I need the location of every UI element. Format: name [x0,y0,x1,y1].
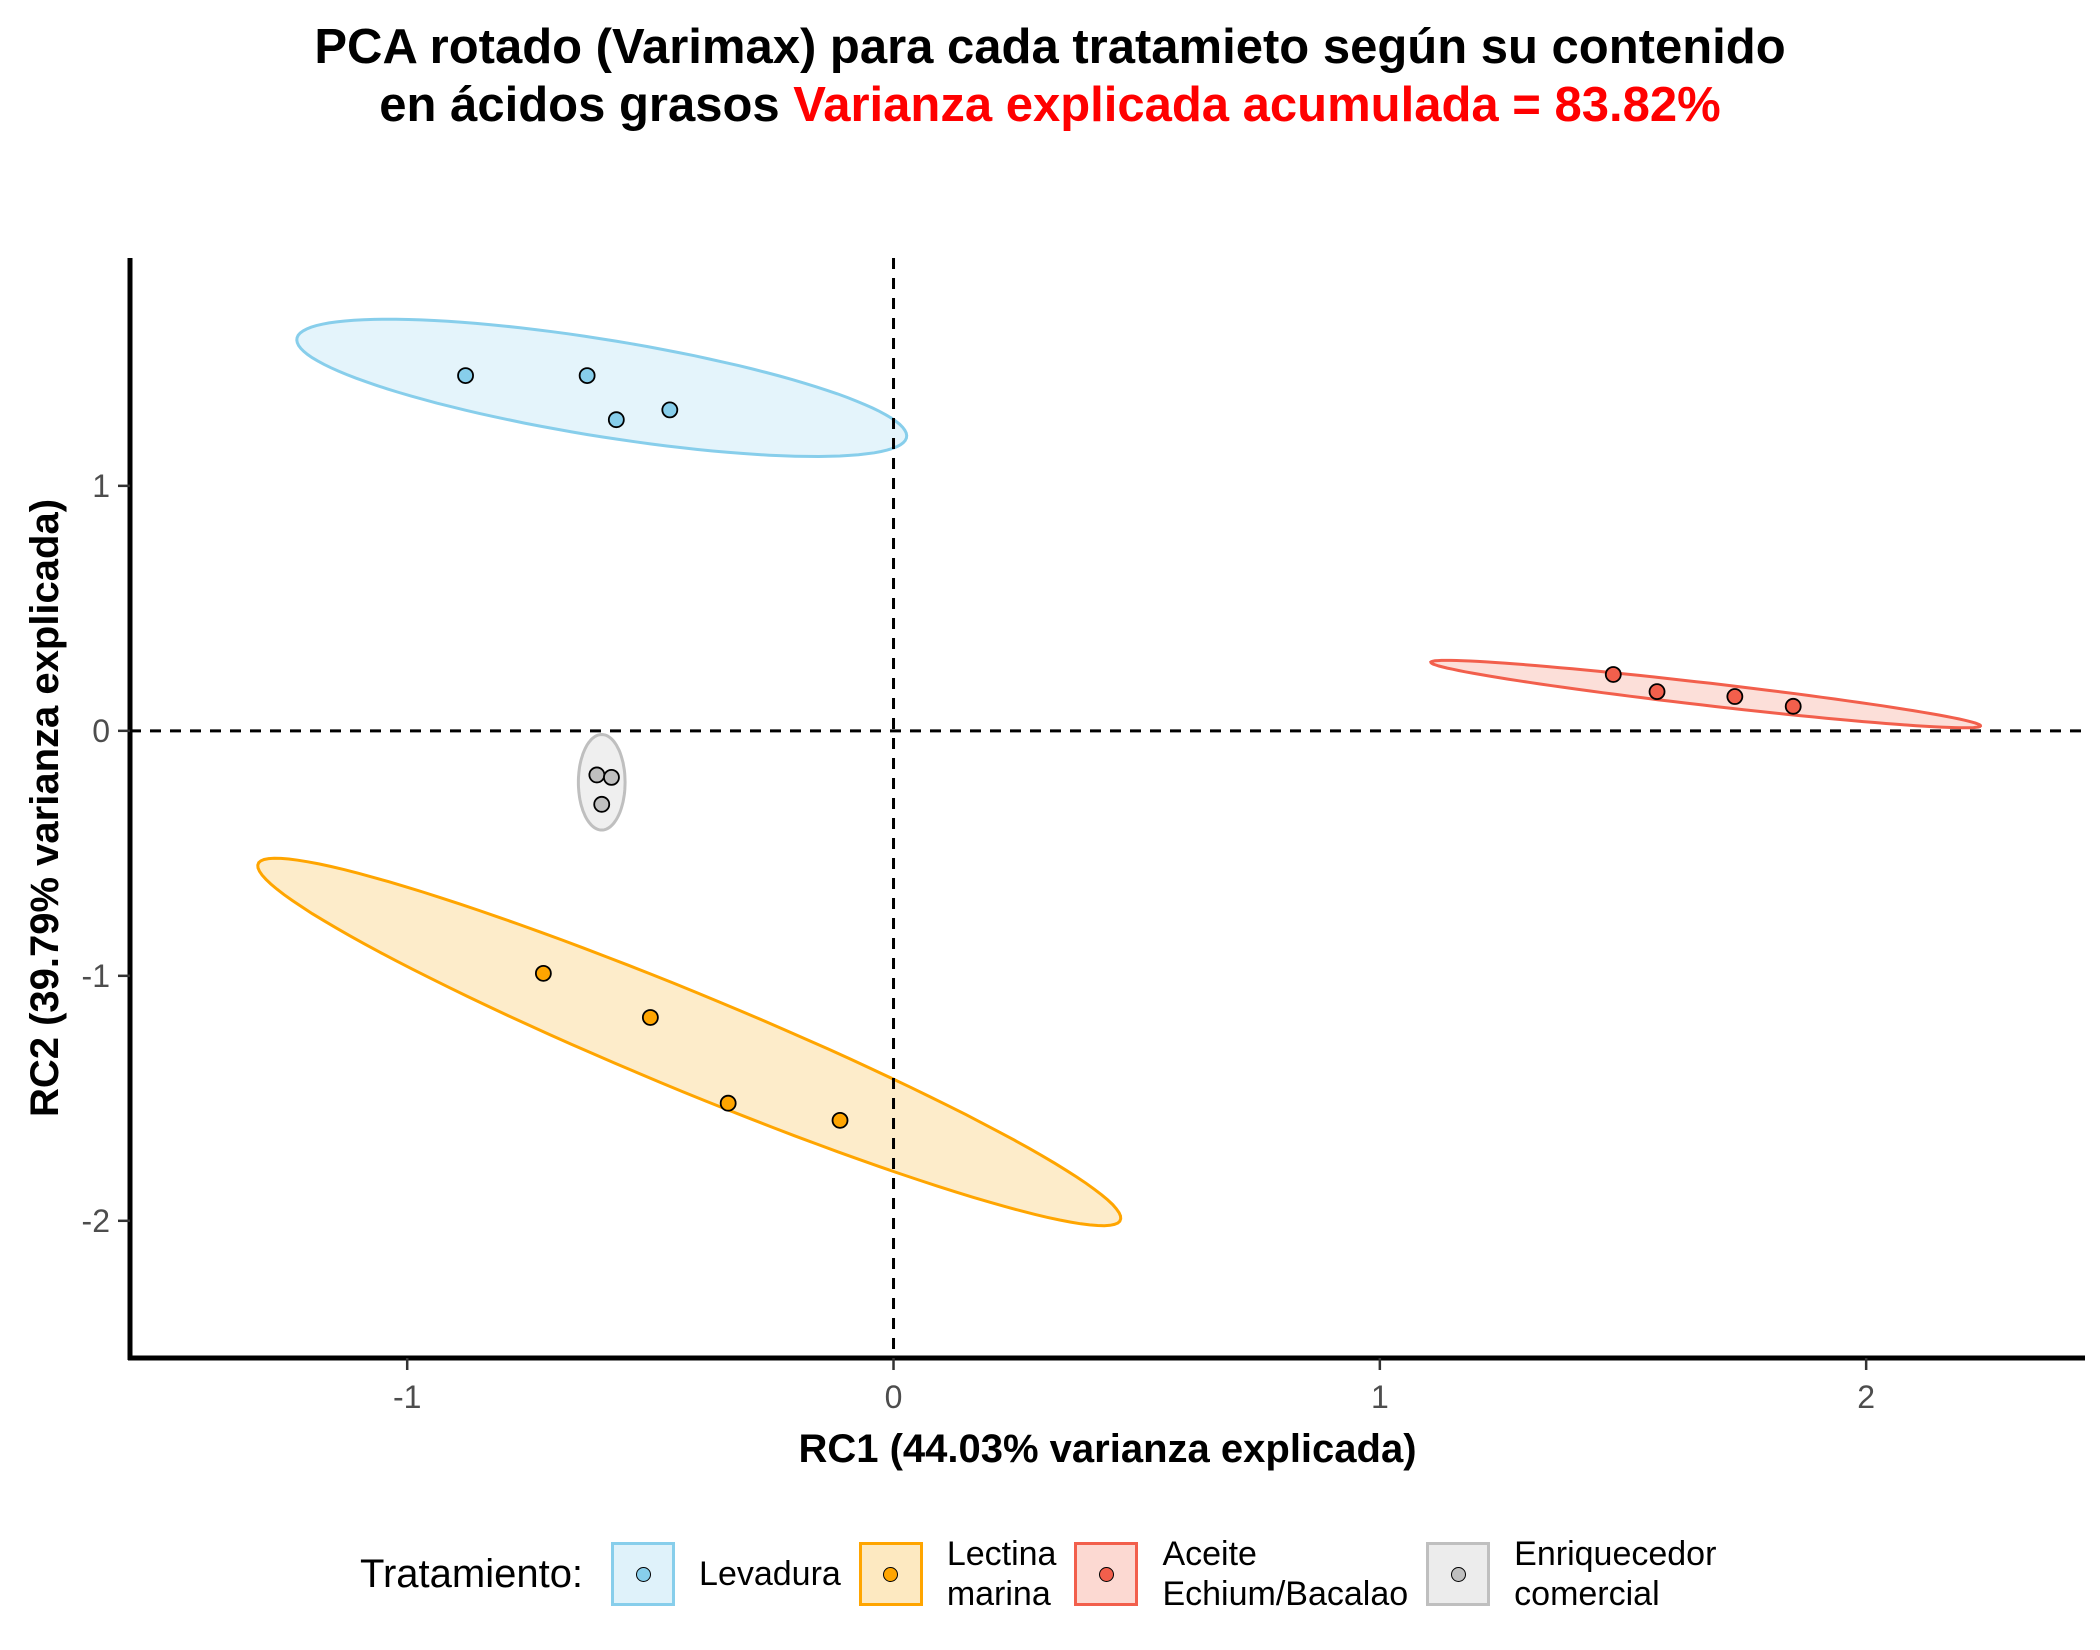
y-tick-label: 1 [92,468,110,504]
y-tick-label: 0 [92,713,110,749]
point-enriquecedor-comercial [593,795,611,813]
legend-label: Lectina marina [946,1535,1057,1613]
chart-title: PCA rotado (Varimax) para cada tratamiet… [0,18,2100,134]
title-line-2: en ácidos grasos Varianza explicada acum… [0,76,2100,134]
x-tick-label: 0 [885,1379,903,1415]
legend-key-lectina-marina [858,1542,923,1606]
y-tick-label: -2 [82,1203,110,1239]
ellipse-enriquecedor-comercial [576,732,627,832]
legend-label: Levadura [699,1555,841,1593]
legend-label: Aceite Echium/Bacalao [1162,1535,1409,1613]
reference-lines [130,258,2085,1358]
title-line-2-prefix: en ácidos grasos [379,78,794,132]
legend-dot [1098,1566,1114,1582]
ellipse-aceite-echium-bacalao [1429,658,1983,730]
axes: -1 0 1 2 1 0 -1 -2 [82,258,2085,1415]
ellipse-levadura [295,317,909,459]
confidence-ellipses [256,317,1983,1228]
y-axis-label: RC2 (39.79% varianza explicada) [23,499,67,1117]
x-tick-label: 1 [1371,1379,1389,1415]
point-aceite-echium-bacalao [1648,683,1666,701]
point-aceite-echium-bacalao [1784,697,1802,715]
point-aceite-echium-bacalao [1604,666,1622,683]
y-tick-label: -1 [82,958,110,994]
point-lectina-marina [534,964,552,982]
point-enriquecedor-comercial [603,768,620,786]
legend-key-enriquecedor-comercial [1426,1542,1491,1606]
point-levadura [578,367,596,384]
point-lectina-marina [831,1111,849,1129]
legend-item-enriquecedor-comercial: Enriquecedor comercial [1426,1534,1716,1614]
legend-item-aceite-echium-bacalao: Aceite Echium/Bacalao [1074,1534,1408,1614]
x-tick-label: -1 [393,1379,421,1415]
point-lectina-marina [641,1009,659,1026]
legend-key-aceite-echium-bacalao [1074,1542,1139,1606]
point-levadura [661,401,679,419]
title-variance-highlight: Varianza explicada acumulada = 83.82% [793,78,1721,132]
legend-title: Tratamiento: [360,1551,584,1596]
legend-dot [883,1566,899,1582]
legend-dot [635,1566,651,1582]
title-line-1: PCA rotado (Varimax) para cada tratamiet… [314,20,1786,74]
point-aceite-echium-bacalao [1726,688,1744,705]
point-levadura [457,367,474,384]
legend-item-levadura: Levadura [611,1542,841,1606]
ellipse-lectina-marina [256,856,1123,1228]
legend-key-levadura [611,1542,676,1606]
legend-item-lectina-marina: Lectina marina [858,1534,1057,1614]
point-enriquecedor-comercial [588,766,606,784]
point-levadura [607,411,625,429]
x-tick-label: 2 [1857,1379,1875,1415]
legend-dot [1450,1566,1466,1582]
data-points [457,367,1802,1129]
x-axis-label: RC1 (44.03% varianza explicada) [798,1427,1416,1471]
point-lectina-marina [719,1094,737,1112]
legend: Tratamiento: Levadura Lectina marina Aceit… [360,1534,1734,1614]
legend-label: Enriquecedor comercial [1514,1535,1717,1613]
